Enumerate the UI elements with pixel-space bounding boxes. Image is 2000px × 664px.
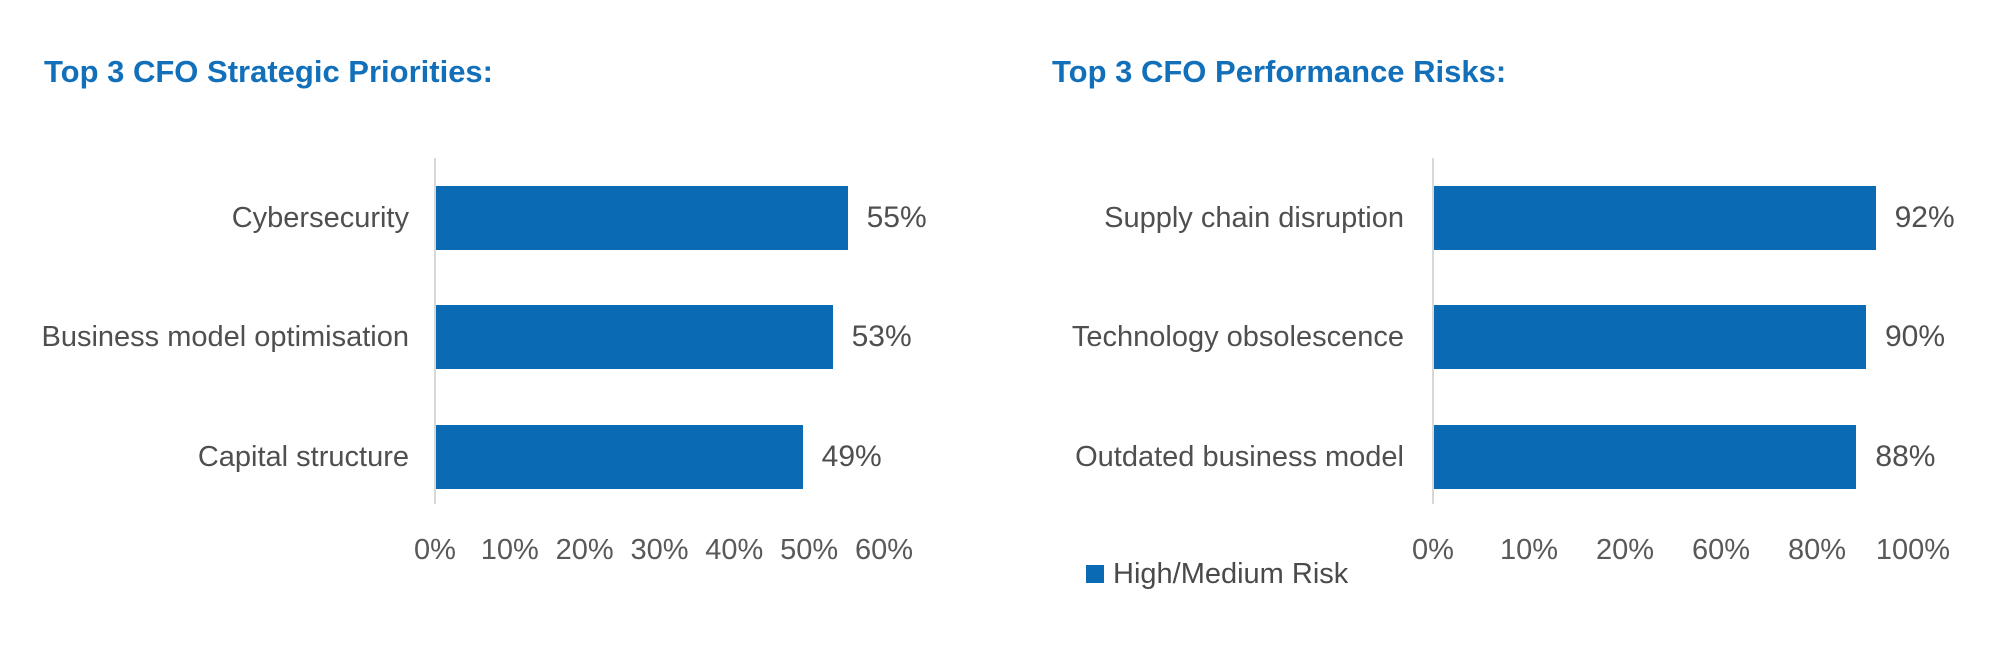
value-label: 49%: [821, 440, 882, 473]
bar: [1434, 186, 1876, 250]
performance-risks-title: Top 3 CFO Performance Risks:: [1052, 54, 1507, 89]
category-label: Capital structure: [197, 441, 409, 473]
category-label: Outdated business model: [1075, 441, 1404, 473]
legend: High/Medium Risk: [1086, 557, 1349, 590]
bar: [1434, 305, 1866, 369]
category-label: Cybersecurity: [231, 202, 409, 234]
x-axis-tick-label: 10%: [1499, 534, 1559, 566]
x-axis-tick-label: 60%: [854, 534, 914, 566]
x-axis-tick-label: 20%: [555, 534, 614, 566]
bar: [436, 305, 833, 369]
y-axis-line: [434, 158, 436, 504]
value-label: 88%: [1875, 440, 1936, 473]
x-axis-tick-label: 0%: [414, 534, 456, 566]
bar: [436, 186, 848, 250]
value-label: 55%: [866, 201, 927, 234]
strategic-priorities-title: Top 3 CFO Strategic Priorities:: [44, 54, 494, 89]
value-label: 90%: [1885, 320, 1946, 353]
x-axis-tick-label: 60%: [1691, 534, 1751, 566]
category-label: Technology obsolescence: [1071, 321, 1404, 353]
y-axis-line: [1432, 158, 1434, 504]
x-axis-tick-label: 50%: [780, 534, 839, 566]
bar: [1434, 425, 1857, 489]
x-axis-tick-label: 0%: [1412, 534, 1454, 566]
x-axis-tick-label: 100%: [1875, 534, 1951, 566]
bar: [436, 425, 803, 489]
category-label: Supply chain disruption: [1104, 202, 1404, 234]
legend-label: High/Medium Risk: [1113, 557, 1349, 590]
x-axis-tick-label: 30%: [630, 534, 689, 566]
value-label: 53%: [851, 320, 912, 353]
x-axis-tick-label: 20%: [1595, 534, 1655, 566]
category-label: Business model optimisation: [41, 321, 409, 353]
value-label: 92%: [1894, 201, 1955, 234]
x-axis-tick-label: 80%: [1787, 534, 1847, 566]
legend-swatch-icon: [1086, 565, 1104, 583]
x-axis-tick-label: 40%: [705, 534, 764, 566]
x-axis-tick-label: 10%: [480, 534, 539, 566]
